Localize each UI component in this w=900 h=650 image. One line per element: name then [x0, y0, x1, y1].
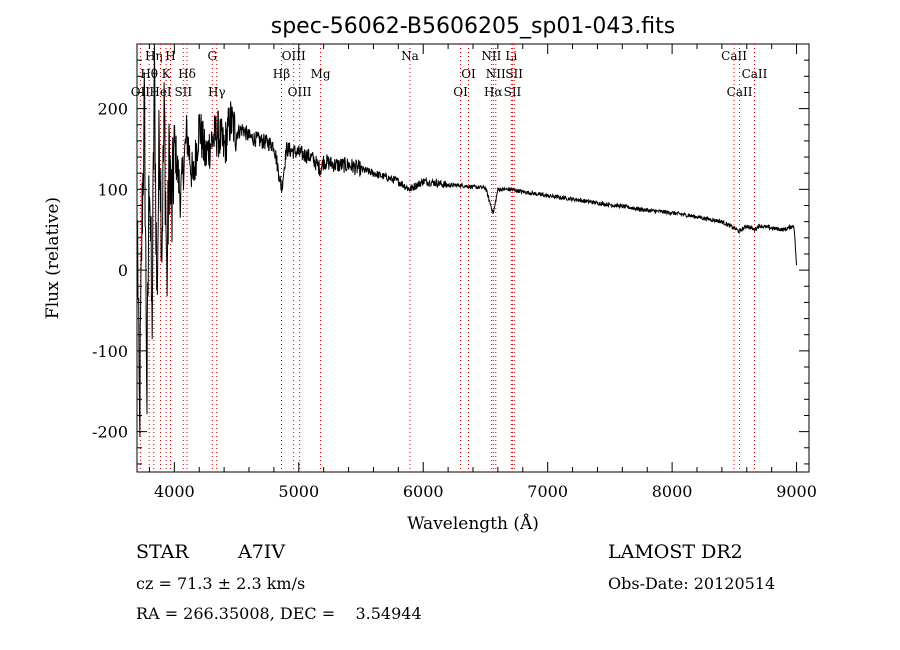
chart-title: spec-56062-B5606205_sp01-043.fits: [271, 14, 676, 39]
line-marker-label-20: Li: [505, 49, 517, 63]
y-axis-label: Flux (relative): [43, 197, 63, 319]
line-marker-label-23: CaII: [721, 49, 747, 63]
line-marker-label-22: SII: [505, 67, 523, 81]
x-tick-label-1: 5000: [278, 482, 319, 501]
subclass: A7IV: [238, 541, 286, 563]
x-axis-label: Wavelength (Å): [407, 513, 539, 534]
line-marker-label-13: Mg: [311, 67, 331, 81]
redshift-info: cz = 71.3 ± 2.3 km/s: [136, 574, 306, 593]
line-marker-label-5: H: [165, 49, 175, 63]
line-marker-label-3: HeI: [149, 85, 172, 99]
line-marker-label-9: Hγ: [208, 85, 226, 99]
coordinates: RA = 266.35008, DEC = 3.54944: [136, 604, 422, 623]
x-tick-label-0: 4000: [154, 482, 195, 501]
line-marker-label-21: SII: [504, 85, 522, 99]
line-marker-label-7: Hδ: [178, 67, 196, 81]
obs-date: Obs-Date: 20120514: [608, 574, 776, 593]
line-marker-label-6: SII: [174, 85, 192, 99]
line-marker-labels: OIIHθHηHeIKHSIIHδGHγHβOIIIOIIIMgNaOIOINI…: [131, 49, 768, 99]
line-marker-label-18: Hα: [484, 85, 503, 99]
y-tick-label-2: 0: [118, 261, 128, 280]
line-marker-label-17: NII: [481, 49, 501, 63]
axis-ticks: [137, 44, 809, 472]
line-marker-label-1: Hθ: [140, 67, 158, 81]
plot-frame: [136, 43, 810, 473]
y-tick-label-3: 100: [97, 180, 128, 199]
survey-label: LAMOST DR2: [608, 541, 743, 563]
line-marker-label-2: Hη: [145, 49, 163, 63]
line-markers: [139, 44, 755, 472]
line-marker-label-25: CaII: [742, 67, 768, 81]
y-tick-label-1: -100: [92, 342, 128, 361]
line-marker-label-19: NII: [486, 67, 506, 81]
spectrum-line: [137, 43, 798, 438]
y-tick-label-4: 200: [97, 100, 128, 119]
y-tick-label-0: -200: [92, 423, 128, 442]
line-marker-label-4: K: [162, 67, 172, 81]
x-tick-label-2: 6000: [403, 482, 444, 501]
x-tick-labels: 4000 5000 6000 7000 8000 9000: [154, 482, 817, 501]
y-tick-labels: -200 -100 0 100 200: [92, 100, 128, 442]
line-marker-label-11: OIII: [282, 49, 306, 63]
x-tick-label-5: 9000: [776, 482, 817, 501]
object-type: STAR: [136, 541, 189, 563]
line-marker-label-16: OI: [461, 67, 476, 81]
line-marker-label-12: OIII: [288, 85, 312, 99]
line-marker-label-8: G: [207, 49, 217, 63]
x-tick-label-4: 8000: [652, 482, 693, 501]
line-marker-label-14: Na: [401, 49, 419, 63]
line-marker-label-10: Hβ: [273, 67, 290, 81]
x-tick-label-3: 7000: [527, 482, 568, 501]
line-marker-label-24: CaII: [727, 85, 753, 99]
line-marker-label-15: OI: [453, 85, 468, 99]
